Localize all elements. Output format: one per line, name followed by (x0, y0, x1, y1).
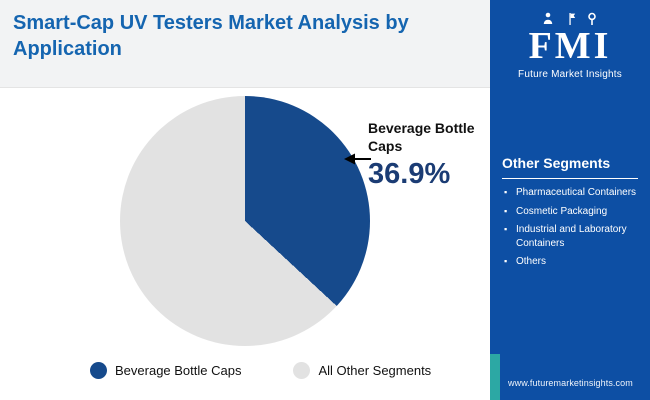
pie-annotation: Beverage Bottle Caps 36.9% (368, 120, 486, 191)
list-item: Pharmaceutical Containers (504, 186, 644, 200)
legend-label-other: All Other Segments (318, 363, 432, 378)
page-title: Smart-Cap UV Testers Market Analysis by … (13, 12, 409, 60)
legend-item-other: All Other Segments (293, 362, 431, 379)
website-link[interactable]: www.futuremarketinsights.com (508, 378, 633, 388)
pie-chart (120, 96, 370, 346)
header-band: Smart-Cap UV Testers Market Analysis by … (0, 0, 490, 88)
logo-flag-icon (569, 13, 576, 25)
teal-accent-bar (490, 354, 500, 400)
logo-subtitle: Future Market Insights (518, 69, 622, 80)
legend: Beverage Bottle Caps All Other Segments (90, 362, 460, 379)
other-segments-list: Pharmaceutical Containers Cosmetic Packa… (504, 186, 644, 274)
fmi-logo: FMI Future Market Insights (490, 12, 650, 80)
logo-icons (490, 12, 650, 26)
chart-area: Smart-Cap UV Testers Market Analysis by … (0, 0, 490, 379)
annotation-label: Beverage Bottle Caps (368, 120, 475, 154)
list-item: Cosmetic Packaging (504, 205, 644, 219)
legend-label-beverage: Beverage Bottle Caps (115, 363, 242, 378)
logo-person-icon (543, 12, 553, 24)
legend-swatch-other (293, 362, 311, 379)
logo-wrench-icon (588, 12, 596, 25)
legend-item-beverage: Beverage Bottle Caps (90, 362, 241, 379)
logo-text: FMI (528, 25, 612, 67)
sidebar: FMI Future Market Insights Other Segment… (490, 0, 650, 400)
other-segments-heading: Other Segments (502, 155, 638, 179)
list-item: Industrial and Laboratory Containers (504, 223, 644, 250)
annotation-arrow (343, 150, 371, 168)
annotation-value: 36.9% (368, 158, 451, 190)
legend-swatch-beverage (90, 362, 107, 379)
list-item: Others (504, 255, 644, 269)
arrow-icon (344, 153, 371, 165)
